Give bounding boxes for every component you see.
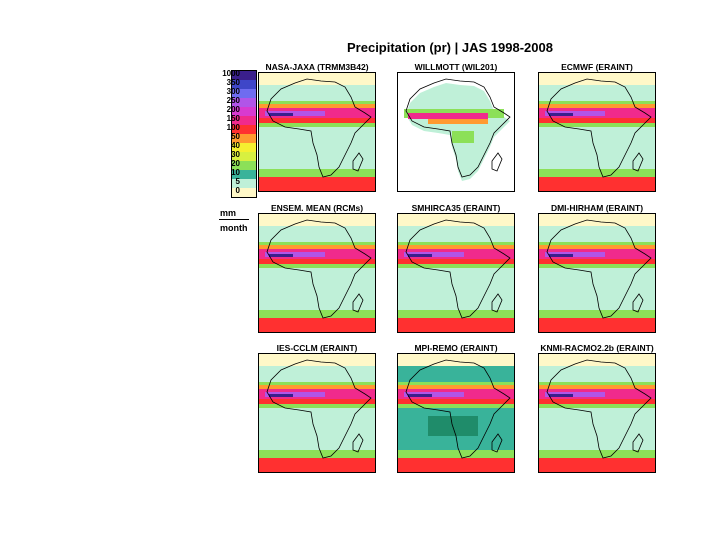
map-panel: [397, 72, 515, 192]
map-panel: [258, 213, 376, 333]
precip-map: [398, 354, 514, 472]
map-panel: [538, 72, 656, 192]
colorbar-label: 40: [231, 141, 240, 150]
panel-title: IES-CCLM (ERAINT): [276, 343, 358, 353]
colorbar-swatch: [232, 188, 256, 197]
colorbar-swatch: [232, 161, 256, 170]
colorbar: [231, 70, 257, 198]
colorbar-label: 1000: [222, 69, 240, 78]
map-panel: [538, 353, 656, 473]
precip-map: [398, 73, 514, 191]
precip-map: [539, 214, 655, 332]
precip-map: [539, 354, 655, 472]
colorbar-label: 0: [235, 186, 240, 195]
panel-title: KNMI-RACMO2.2b (ERAINT): [540, 343, 654, 353]
colorbar-label: 250: [226, 96, 240, 105]
colorbar-label: 100: [226, 123, 240, 132]
colorbar-swatch: [232, 107, 256, 116]
precip-map: [398, 214, 514, 332]
colorbar-swatch: [232, 170, 256, 179]
colorbar-label: 5: [235, 177, 240, 186]
colorbar-label: 300: [226, 87, 240, 96]
colorbar-swatch: [232, 134, 256, 143]
colorbar-swatch: [232, 125, 256, 134]
colorbar-label: 20: [231, 159, 240, 168]
map-panel: [258, 353, 376, 473]
colorbar-swatch: [232, 116, 256, 125]
panel-title: WILLMOTT (WIL201): [414, 62, 498, 72]
map-panel: [258, 72, 376, 192]
unit-divider: [219, 219, 249, 220]
colorbar-label: 30: [231, 150, 240, 159]
map-panel: [397, 353, 515, 473]
panel-title: SMHIRCA35 (ERAINT): [411, 203, 501, 213]
map-panel: [538, 213, 656, 333]
panel-title: ENSEM. MEAN (RCMs): [270, 203, 364, 213]
colorbar-label: 200: [226, 105, 240, 114]
precip-map: [259, 73, 375, 191]
panel-title: MPI-REMO (ERAINT): [414, 343, 498, 353]
colorbar-swatch: [232, 71, 256, 80]
colorbar-label: 150: [226, 114, 240, 123]
colorbar-swatch: [232, 80, 256, 89]
panel-title: DMI-HIRHAM (ERAINT): [550, 203, 644, 213]
precip-map: [539, 73, 655, 191]
colorbar-swatch: [232, 98, 256, 107]
precip-map: [259, 214, 375, 332]
panel-title: ECMWF (ERAINT): [561, 62, 633, 72]
colorbar-swatch: [232, 89, 256, 98]
figure-title: Precipitation (pr) | JAS 1998-2008: [347, 40, 553, 55]
colorbar-swatch: [232, 152, 256, 161]
precip-map: [259, 354, 375, 472]
map-panel: [397, 213, 515, 333]
unit-numerator: mm: [220, 208, 237, 218]
colorbar-label: 350: [226, 78, 240, 87]
panel-title: NASA-JAXA (TRMM3B42): [265, 62, 369, 72]
colorbar-swatch: [232, 143, 256, 152]
colorbar-swatch: [232, 179, 256, 188]
colorbar-label: 10: [231, 168, 240, 177]
colorbar-label: 50: [231, 132, 240, 141]
unit-denominator: month: [220, 223, 248, 233]
